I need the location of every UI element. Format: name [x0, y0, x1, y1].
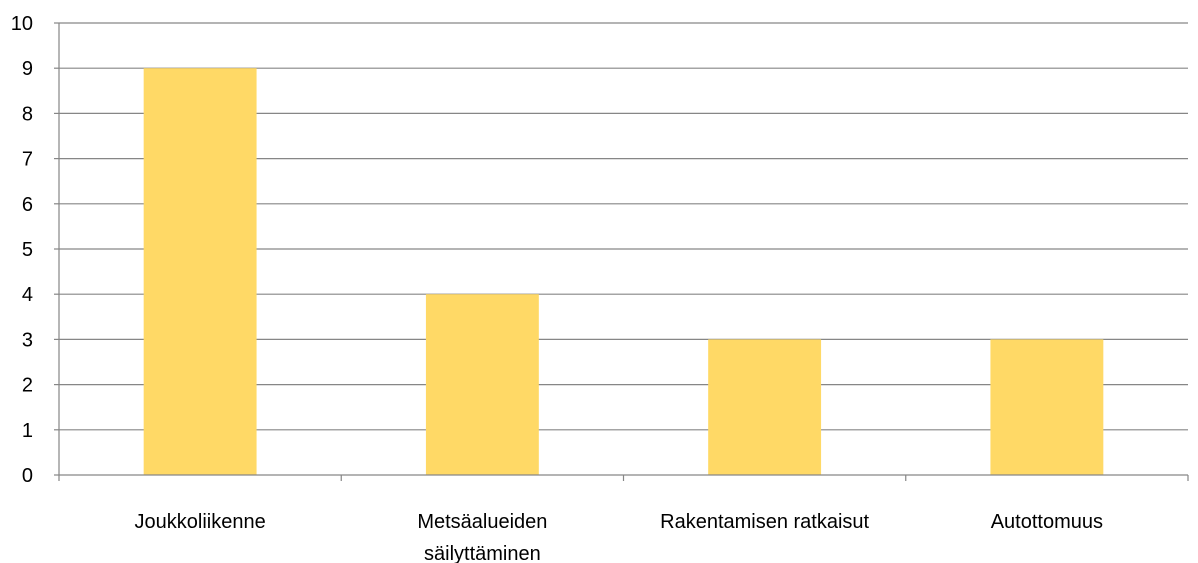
y-tick-label: 4 — [22, 284, 33, 306]
axes — [54, 22, 1189, 481]
x-category-label: Joukkoliikenne — [135, 511, 266, 533]
y-axis-tick-labels: 0 1 2 3 4 5 6 7 8 9 10 — [11, 13, 33, 487]
bar-3 — [990, 339, 1104, 475]
y-tick-label: 2 — [22, 375, 33, 397]
bar-0 — [143, 68, 257, 475]
y-tick-label: 1 — [22, 420, 33, 442]
y-tick-label: 3 — [22, 329, 33, 351]
y-tick-label: 0 — [22, 465, 33, 487]
y-tick-label: 10 — [11, 13, 33, 35]
y-tick-label: 6 — [22, 194, 33, 216]
x-category-label: säilyttäminen — [424, 543, 541, 563]
bar-2 — [708, 339, 822, 475]
y-tick-label: 7 — [22, 149, 33, 171]
x-category-label: Autottomuus — [991, 511, 1103, 533]
bars — [143, 68, 1104, 475]
x-category-label: Rakentamisen ratkaisut — [660, 511, 869, 533]
y-tick-label: 9 — [22, 58, 33, 80]
x-axis-category-labels: Joukkoliikenne Metsäalueiden säilyttäminen… — [135, 511, 1104, 563]
y-tick-label: 8 — [22, 103, 33, 125]
x-category-label: Metsäalueiden — [417, 511, 547, 533]
bar-1 — [425, 294, 539, 475]
y-tick-label: 5 — [22, 239, 33, 261]
